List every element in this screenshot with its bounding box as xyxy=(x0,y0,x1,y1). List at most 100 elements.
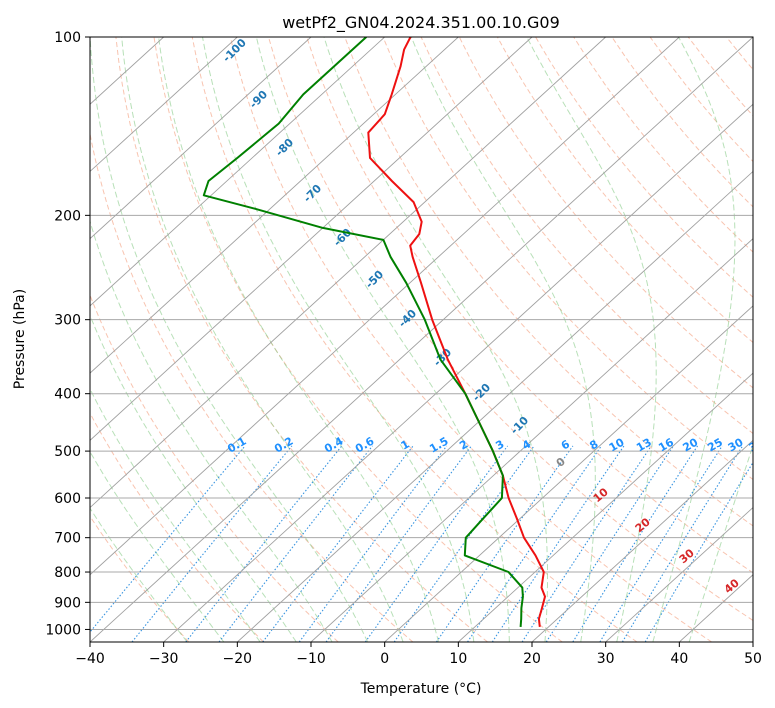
dry-adiabat xyxy=(726,37,753,71)
y-tick-label: 1000 xyxy=(45,622,81,638)
y-tick-label: 400 xyxy=(54,387,81,403)
moist-adiabat-label: 0 xyxy=(554,455,568,470)
dewpoint-profile xyxy=(202,37,524,627)
x-tick-label: −10 xyxy=(296,651,326,667)
mixing-ratio-label: 1.5 xyxy=(427,435,450,456)
isotherm-line xyxy=(605,506,753,642)
mixing-ratio-label: 30 xyxy=(726,435,746,454)
mixing-ratio-label: 36 xyxy=(746,435,766,454)
x-tick-label: 20 xyxy=(523,651,541,667)
moist-adiabat xyxy=(90,219,333,642)
plot-frame xyxy=(89,36,754,643)
y-tick-label: 200 xyxy=(54,208,81,224)
dry-adiabat xyxy=(535,37,753,298)
dry-adiabat xyxy=(115,37,488,642)
mixing-ratio-line xyxy=(644,461,753,642)
mixing-ratio-line xyxy=(521,445,652,642)
dry-adiabat xyxy=(90,131,414,642)
mixing-ratio-label: 10 xyxy=(607,435,627,454)
dry-adiabat xyxy=(229,37,712,642)
x-tick-label: 30 xyxy=(597,651,615,667)
isotherm-label: -100 xyxy=(220,36,249,65)
y-tick-label: 500 xyxy=(54,444,81,460)
dry-adiabat xyxy=(649,37,753,163)
y-tick-label: 600 xyxy=(54,491,81,507)
isotherm-line xyxy=(90,37,533,441)
dry-adiabat xyxy=(90,515,190,642)
mixing-ratio-label: 3 xyxy=(493,438,506,453)
mixing-ratio-line xyxy=(218,445,373,642)
moist-adiabat xyxy=(688,443,753,642)
y-tick-label: 100 xyxy=(54,30,81,46)
mixing-ratio-line xyxy=(599,445,723,642)
x-tick-label: 0 xyxy=(380,651,389,667)
mixing-ratio-label: 16 xyxy=(656,435,676,454)
dry-adiabat xyxy=(765,37,775,642)
isotherm-line xyxy=(90,37,385,307)
moist-adiabat xyxy=(323,37,548,642)
mixing-ratio-line xyxy=(393,445,535,642)
moist-adiabat xyxy=(90,387,261,642)
chart-title: wetPf2_GN04.2024.351.00.10.G09 xyxy=(282,13,560,33)
mixing-ratio-line xyxy=(298,445,448,642)
isotherm-line xyxy=(90,37,606,509)
moist-adiabat-label: 40 xyxy=(722,576,742,596)
plot-background: -100-90-80-70-60-50-40-30-20-100.1 0.2 0.4… xyxy=(90,36,775,642)
isotherm-line xyxy=(310,238,753,642)
dry-adiabat xyxy=(306,37,753,574)
isotherm-label: -40 xyxy=(396,307,419,330)
temperature-profile xyxy=(367,37,546,628)
isotherm-label: -60 xyxy=(331,226,354,249)
dry-adiabat xyxy=(573,37,753,253)
dry-adiabat xyxy=(344,37,753,527)
x-tick-label: −20 xyxy=(223,651,253,667)
moist-adiabat xyxy=(121,37,404,642)
mixing-ratio-line xyxy=(435,445,574,642)
mixing-ratio-label: 6 xyxy=(559,437,572,452)
moist-adiabat-label: 20 xyxy=(633,515,653,535)
dry-adiabat xyxy=(153,37,563,642)
moist-adiabat xyxy=(90,507,188,642)
moist-adiabat-label: 10 xyxy=(591,485,611,505)
isotherm-label: -70 xyxy=(301,182,324,205)
mixing-ratio-line xyxy=(364,445,509,642)
x-axis: −40 −30 −20 −10 0 10 20 30 40 50 xyxy=(75,642,762,667)
y-axis-label: Pressure (hPa) xyxy=(12,289,28,389)
y-tick-label: 300 xyxy=(54,313,81,329)
mixing-ratio-line xyxy=(185,445,343,642)
isotherm-line xyxy=(163,103,753,642)
y-tick-label: 700 xyxy=(54,531,81,547)
mixing-ratio-label: 0.1 xyxy=(225,435,248,456)
mixing-ratio-line xyxy=(90,445,246,633)
isotherm-line xyxy=(752,641,753,642)
x-tick-label: −40 xyxy=(75,651,105,667)
mixing-ratio-line xyxy=(262,445,414,642)
y-tick-label: 900 xyxy=(54,595,81,611)
dry-adiabat xyxy=(611,37,753,208)
dry-adiabat xyxy=(496,37,753,344)
mixing-ratio-label: 25 xyxy=(705,436,725,455)
dry-adiabat xyxy=(268,37,753,622)
isotherm-line xyxy=(90,37,680,576)
y-tick-label: 800 xyxy=(54,565,81,581)
isotherm-line xyxy=(90,37,459,374)
isotherm-line xyxy=(90,37,312,240)
x-tick-label: 40 xyxy=(670,651,688,667)
x-axis-label: Temperature (°C) xyxy=(360,681,482,697)
mixing-ratio-line xyxy=(572,445,699,642)
dry-adiabat xyxy=(382,37,753,481)
x-tick-label: 10 xyxy=(449,651,467,667)
isotherm-line xyxy=(237,170,753,642)
moist-adiabat xyxy=(526,37,657,642)
dry-adiabat xyxy=(420,37,753,435)
moist-adiabat xyxy=(90,37,369,642)
moist-adiabat xyxy=(202,37,475,642)
mixing-ratio-line xyxy=(325,445,472,642)
isotherm-label: -80 xyxy=(273,136,296,159)
dry-adiabat xyxy=(687,37,753,117)
moist-adiabat xyxy=(255,37,510,642)
x-tick-label: −30 xyxy=(149,651,179,667)
mixing-ratio-line xyxy=(467,445,602,642)
isotherm-label: -90 xyxy=(247,88,270,111)
